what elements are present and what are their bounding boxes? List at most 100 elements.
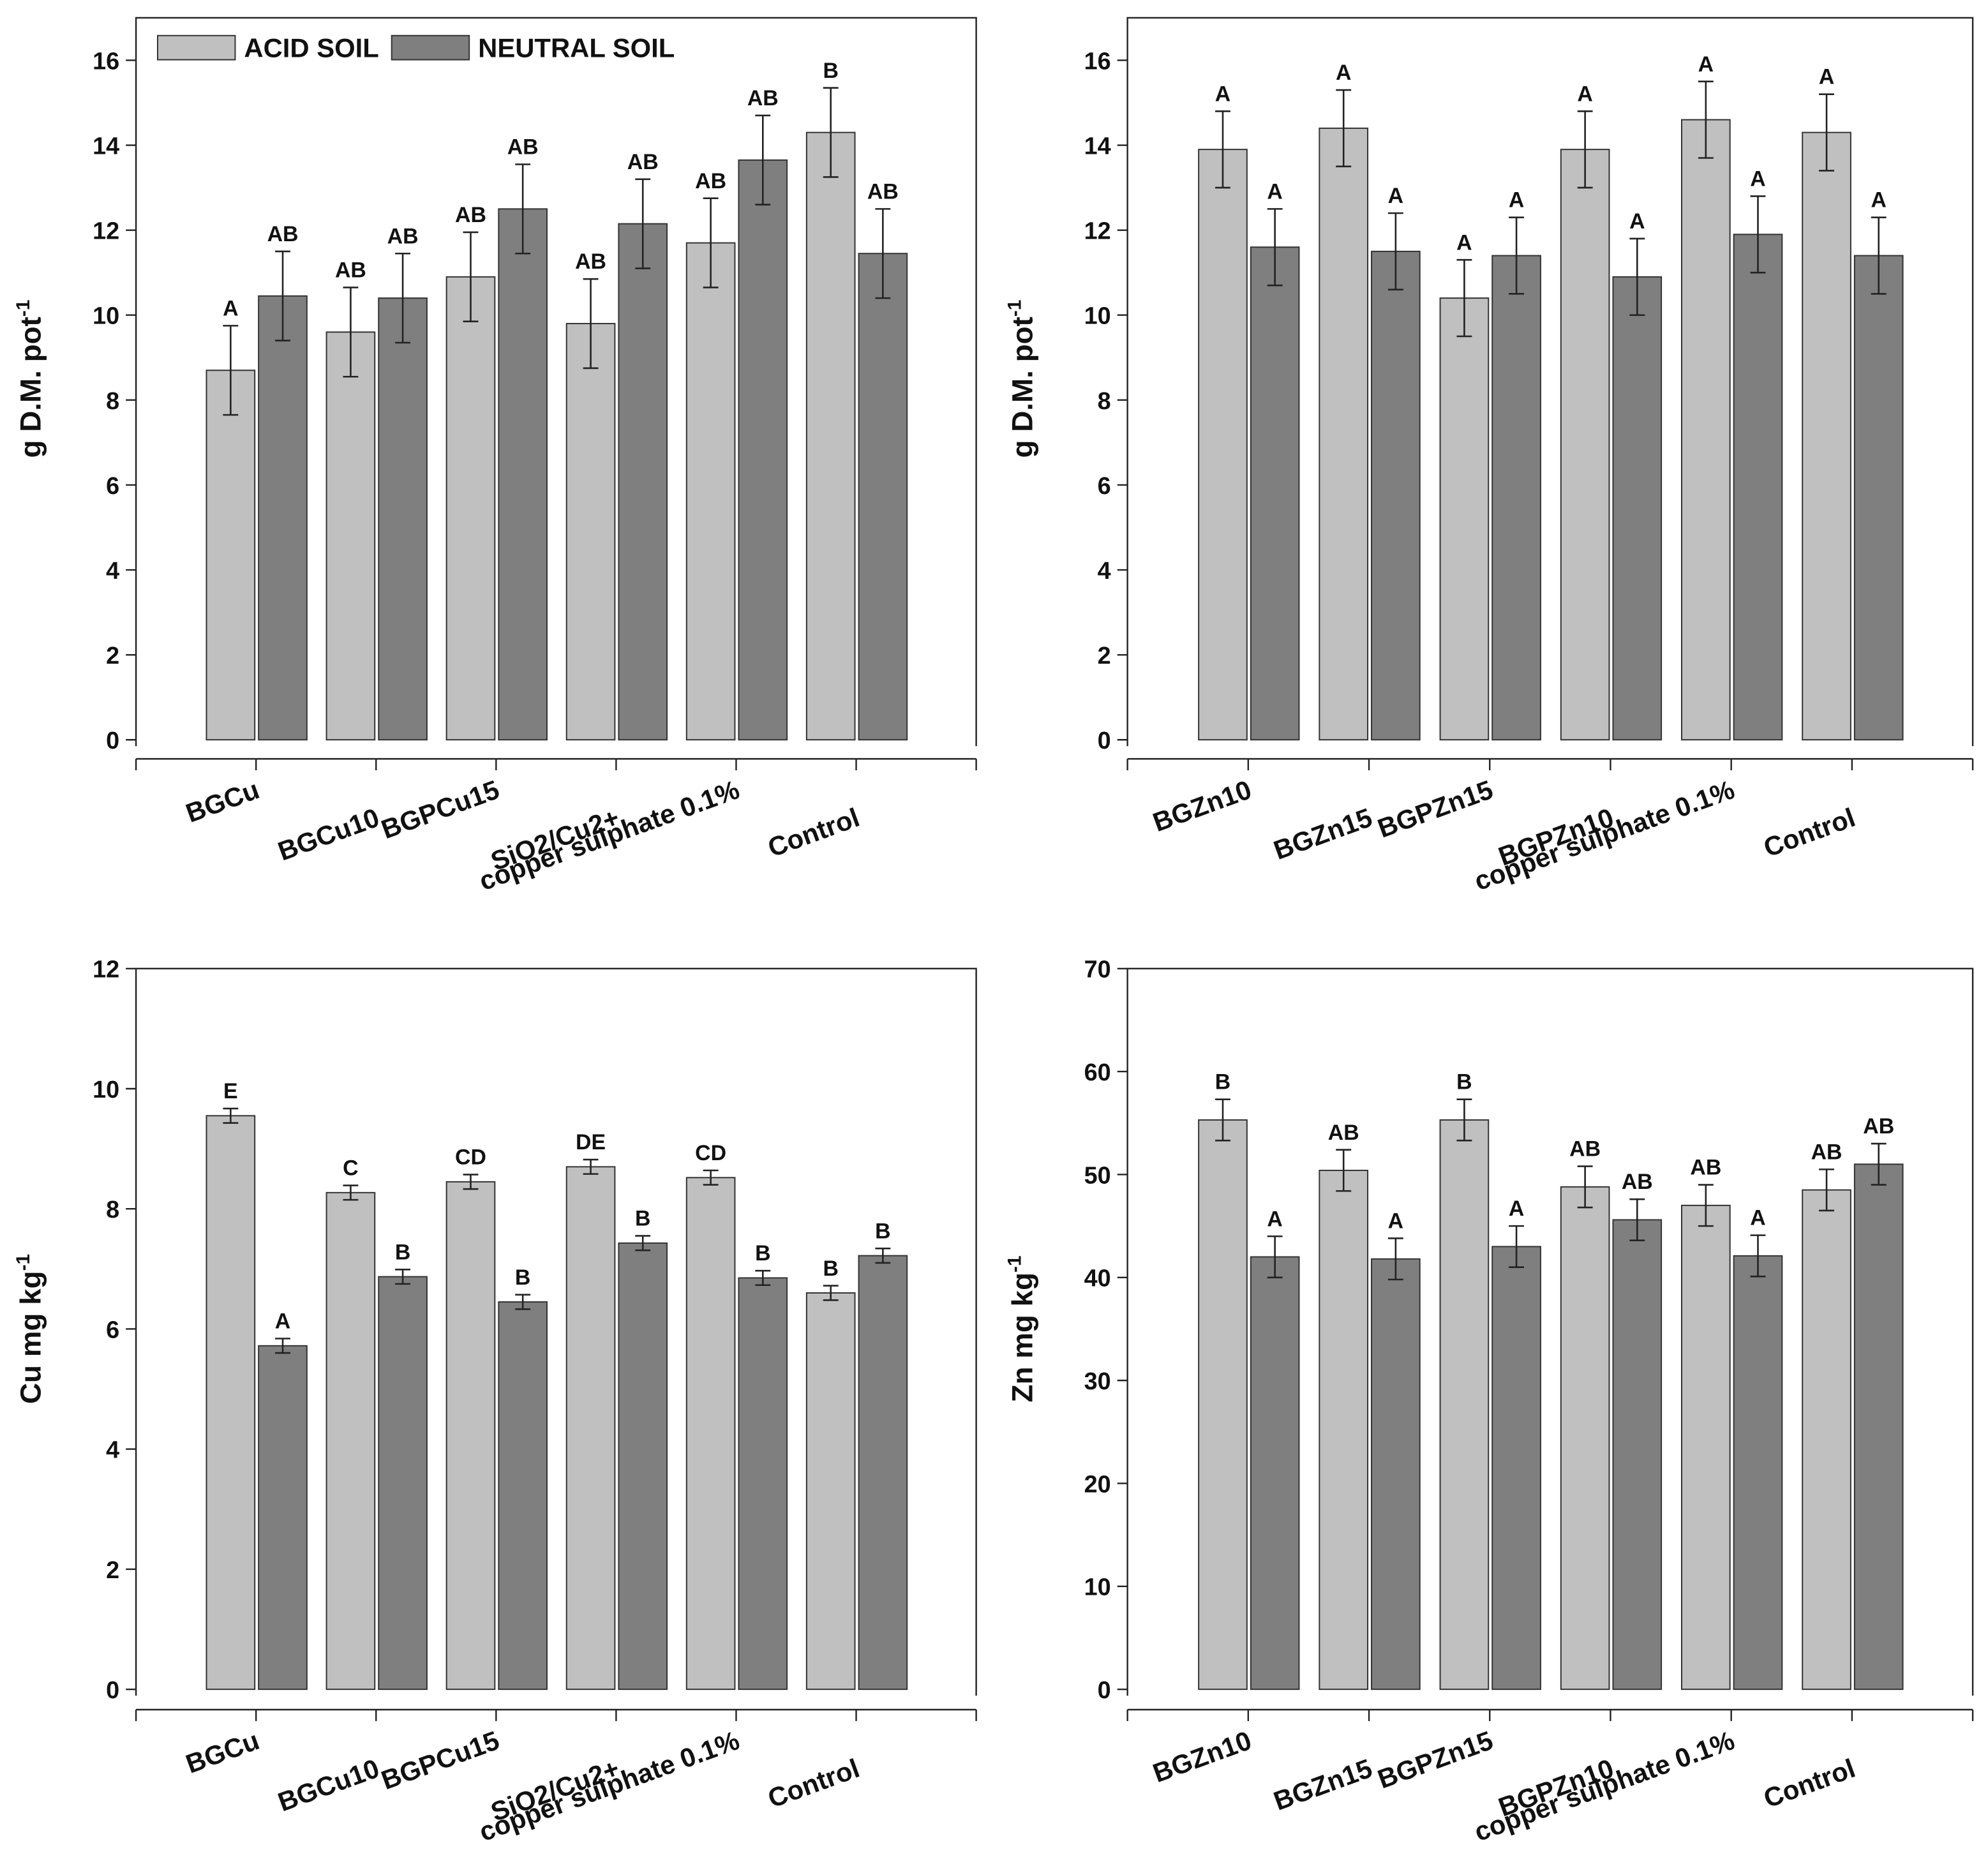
significance-letter: A [1750,1206,1765,1230]
bar [1560,1186,1610,1691]
significance-letter: B [755,1241,770,1265]
bar [1371,250,1421,741]
significance-letter: A [1388,184,1403,208]
significance-letter: AB [387,224,419,248]
bar [325,331,376,741]
bar [206,1115,256,1691]
significance-letter: AB [695,169,726,193]
y-tick-label: 0 [106,1677,119,1704]
significance-letter: A [1629,209,1645,234]
significance-letter: AB [627,150,659,174]
bar [378,297,428,741]
bar [565,1166,616,1691]
x-tick-label: Control [1760,802,1859,863]
bar [618,223,668,741]
y-axis-label-sup: -1 [1004,1255,1025,1273]
bar [805,131,856,741]
significance-letter: DE [576,1130,606,1154]
x-tick-label: BGPCu15 [377,774,503,844]
x-tick-label: BGPZn15 [1373,774,1497,844]
significance-letter: A [1577,82,1592,106]
significance-letter: AB [507,135,539,160]
bar [258,295,308,741]
significance-letter: A [1336,61,1351,85]
legend-label: NEUTRAL SOIL [478,33,675,63]
bar [498,208,548,741]
x-tick-label: BGZn10 [1149,1725,1255,1788]
significance-letter: A [275,1310,290,1334]
y-axis-label-sup: -1 [13,300,34,317]
significance-letter: B [515,1265,530,1290]
bar [258,1345,308,1691]
y-tick-label: 12 [93,218,119,245]
x-tick-label: BGCu [182,1725,263,1779]
y-tick-label: 60 [1084,1059,1111,1086]
significance-letter: A [1509,1197,1524,1221]
x-tick-label: Control [1760,1753,1859,1814]
x-tick-label: Control [764,1753,863,1814]
y-tick-label: 4 [1098,558,1111,585]
significance-letter: B [635,1207,650,1231]
bar [565,323,616,741]
frame-mask [1126,746,1975,750]
y-tick-label: 8 [106,388,119,415]
y-axis-label: g D.M. pot-1 [13,300,47,458]
y-tick-label: 10 [93,303,119,330]
bar [858,253,908,741]
bar [1802,131,1851,741]
x-tick-label: BGCu10 [274,1753,383,1817]
y-tick-label: 40 [1084,1265,1111,1292]
bar [1612,1219,1663,1691]
y-tick-label: 6 [106,1317,119,1343]
significance-letter: B [875,1219,890,1243]
significance-letter: B [1456,1070,1472,1094]
bar [1439,1119,1490,1691]
significance-letter: AB [1328,1121,1359,1145]
significance-letter: B [823,59,838,83]
bar [1681,119,1731,741]
y-axis-label: g D.M. pot-1 [1004,300,1038,458]
significance-letter: AB [455,203,486,227]
significance-letter: AB [867,179,899,204]
bar [1681,1204,1731,1691]
significance-letter: A [1819,65,1834,89]
bar [445,276,496,741]
significance-letter: B [1215,1070,1230,1094]
bar [1853,1163,1904,1691]
bar [738,1277,788,1691]
frame-mask [135,746,978,750]
bar [858,1255,908,1691]
y-tick-label: 12 [93,957,119,983]
significance-letter: E [223,1079,238,1103]
significance-letter: B [823,1257,838,1281]
significance-letter: AB [747,86,779,110]
significance-letter: A [1750,167,1765,191]
legend-label: ACID SOIL [244,33,378,63]
bar [1491,1246,1541,1691]
y-tick-label: 16 [93,48,119,75]
y-tick-label: 14 [93,133,119,160]
bar [1439,297,1490,741]
significance-letter: A [223,296,238,320]
x-tick-label: BGCu10 [274,802,383,867]
y-tick-label: 6 [1098,473,1111,500]
y-tick-label: 12 [1084,218,1111,245]
y-tick-label: 30 [1084,1368,1111,1395]
bar [1733,1255,1783,1691]
bar [618,1242,668,1691]
y-tick-label: 50 [1084,1162,1111,1189]
significance-letter: A [1267,1207,1282,1231]
bar [498,1301,548,1691]
x-tick-label: copper sulphate 0.1% [475,774,744,896]
y-tick-label: 2 [106,643,119,669]
significance-letter: AB [1811,1140,1842,1164]
significance-letter: A [1871,188,1886,213]
bar [378,1276,428,1691]
bar [1319,1169,1369,1691]
y-tick-label: 70 [1084,957,1111,983]
bar [685,242,736,741]
y-tick-label: 0 [1098,728,1111,754]
bar [206,369,256,741]
x-tick-label: BGZn10 [1149,774,1255,837]
legend-swatch [156,34,236,61]
